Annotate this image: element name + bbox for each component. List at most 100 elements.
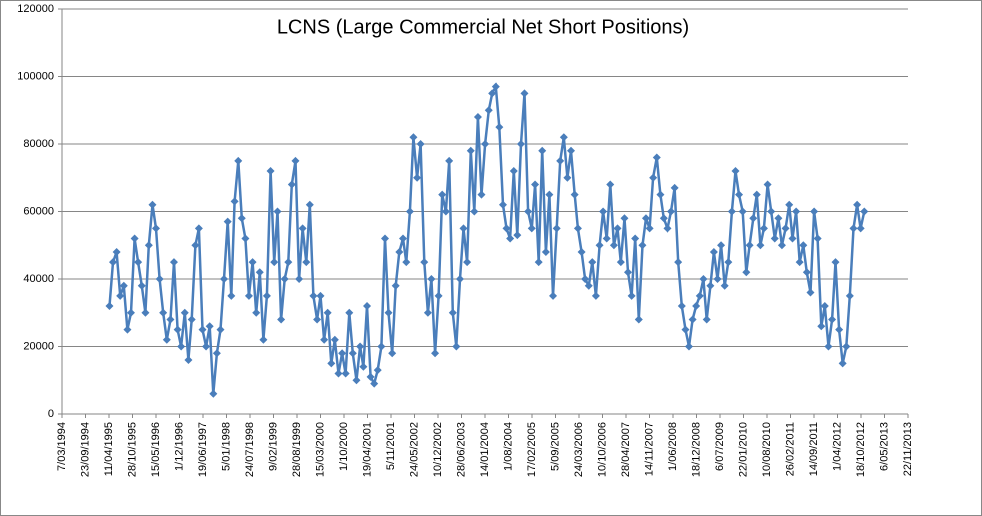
point-marker — [820, 302, 829, 310]
point-marker — [767, 207, 776, 216]
point-marker — [234, 156, 243, 165]
point-marker — [595, 241, 604, 250]
x-tick-label: 1/08/2004 — [502, 422, 514, 471]
point-marker — [273, 207, 282, 216]
point-marker — [291, 156, 300, 165]
point-marker — [584, 281, 593, 290]
x-tick-label: 18/12/2008 — [690, 422, 702, 477]
point-marker — [563, 173, 572, 182]
point-marker — [359, 362, 368, 371]
point-marker — [620, 214, 629, 223]
chart-title: LCNS (Large Commercial Net Short Positio… — [277, 16, 689, 38]
point-marker — [638, 241, 647, 250]
point-marker — [123, 325, 132, 334]
point-marker — [817, 322, 826, 331]
point-marker — [735, 190, 744, 199]
point-marker — [709, 248, 718, 256]
point-marker — [724, 258, 733, 267]
point-marker — [581, 275, 590, 283]
point-marker — [255, 268, 264, 277]
point-marker — [473, 113, 482, 121]
point-marker — [130, 234, 139, 243]
point-marker — [198, 325, 207, 334]
point-marker — [674, 258, 683, 267]
point-marker — [302, 258, 311, 267]
point-marker — [137, 281, 146, 290]
point-marker — [241, 234, 250, 243]
point-marker — [148, 200, 157, 209]
point-marker — [320, 335, 329, 344]
point-marker — [745, 241, 754, 250]
point-marker — [377, 342, 386, 351]
y-tick-label: 0 — [48, 408, 54, 420]
x-tick-label: 1/04/2012 — [831, 422, 843, 471]
point-marker — [423, 308, 432, 317]
point-marker — [702, 315, 711, 324]
x-tick-label: 17/02/2005 — [526, 422, 538, 477]
point-marker — [405, 207, 414, 216]
point-marker — [327, 359, 336, 368]
x-tick-label: 23/09/1994 — [79, 422, 91, 477]
point-marker — [659, 214, 668, 223]
point-marker — [491, 82, 500, 91]
x-tick-label: 5/11/2001 — [385, 422, 397, 470]
x-tick-label: 14/11/2007 — [643, 422, 655, 476]
point-marker — [559, 133, 568, 142]
point-marker — [699, 275, 708, 283]
point-marker — [438, 190, 447, 199]
point-marker — [641, 214, 650, 223]
point-marker — [531, 180, 540, 189]
point-marker — [774, 214, 783, 223]
x-tick-label: 24/07/1998 — [244, 422, 256, 477]
point-marker — [420, 258, 429, 267]
x-tick-label: 9/02/1999 — [267, 422, 279, 471]
point-marker — [230, 197, 239, 206]
point-marker — [373, 366, 382, 375]
point-marker — [409, 133, 418, 142]
point-marker — [602, 234, 611, 243]
x-tick-label: 5/09/2005 — [549, 422, 561, 471]
point-marker — [567, 146, 576, 155]
point-marker — [202, 342, 211, 351]
x-tick-label: 14/01/2004 — [479, 422, 491, 477]
point-marker — [649, 173, 658, 182]
point-marker — [731, 167, 740, 175]
point-marker — [162, 335, 171, 344]
point-marker — [166, 315, 175, 324]
x-tick-label: 11/04/1995 — [103, 422, 115, 476]
point-marker — [484, 106, 493, 115]
point-marker — [345, 308, 354, 317]
point-marker — [169, 258, 178, 267]
point-marker — [477, 190, 486, 199]
point-marker — [545, 190, 554, 199]
point-marker — [667, 207, 676, 216]
x-tick-label: 28/04/2007 — [620, 422, 632, 477]
point-marker — [152, 224, 160, 233]
point-marker — [810, 207, 819, 216]
point-marker — [356, 342, 365, 351]
point-marker — [613, 224, 622, 233]
point-marker — [155, 275, 164, 283]
point-marker — [706, 281, 715, 290]
point-marker — [338, 349, 347, 358]
point-marker — [524, 207, 533, 216]
point-marker — [656, 190, 665, 199]
point-marker — [763, 180, 772, 189]
y-tick-label: 40000 — [23, 273, 54, 285]
point-marker — [516, 140, 525, 148]
point-marker — [860, 207, 869, 216]
point-marker — [713, 275, 722, 283]
point-marker — [348, 349, 357, 358]
point-marker — [205, 322, 214, 331]
point-marker — [352, 376, 361, 385]
point-marker — [223, 217, 232, 226]
x-tick-label: 28/06/2003 — [455, 422, 467, 477]
point-marker — [749, 214, 758, 223]
point-marker — [459, 224, 468, 233]
point-marker — [284, 258, 293, 267]
point-marker — [777, 241, 786, 250]
point-marker — [305, 200, 314, 209]
point-marker — [813, 234, 822, 243]
point-marker — [395, 248, 404, 256]
point-marker — [506, 234, 515, 243]
